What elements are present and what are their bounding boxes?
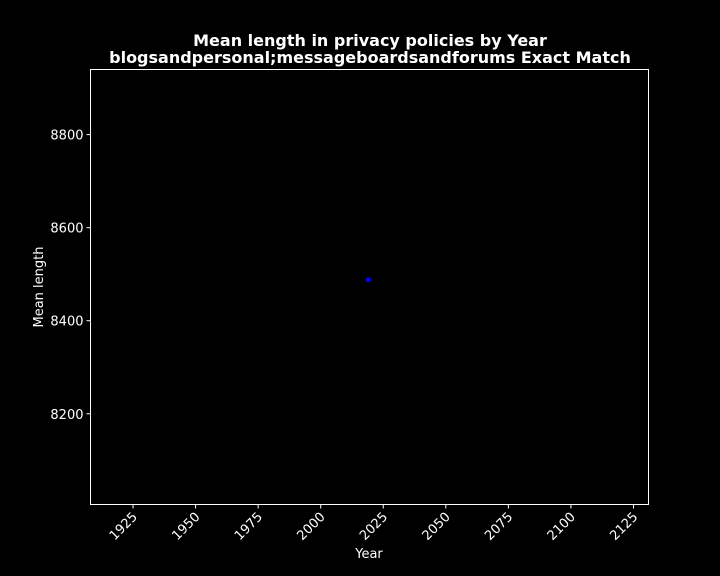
data-point [365, 277, 371, 283]
x-tick-label: 2125 [607, 510, 641, 544]
y-tick-label: 8200 [50, 408, 83, 423]
x-tick-label: 2025 [357, 510, 391, 544]
x-tick-label: 1950 [169, 510, 203, 544]
x-tick-label: 2000 [295, 510, 329, 544]
plot-area [90, 69, 649, 505]
chart-title-line-1: Mean length in privacy policies by Year [193, 31, 547, 50]
y-axis: 8200 8400 8600 8800 [50, 129, 91, 423]
x-axis: 1925 1950 1975 2000 2025 2050 2075 2100 2125 [107, 504, 641, 544]
y-tick-label: 8800 [50, 129, 83, 144]
x-tick-label: 2075 [482, 510, 516, 544]
x-tick-label: 1975 [232, 510, 266, 544]
x-tick-label: 2100 [545, 510, 579, 544]
x-tick-label: 1925 [107, 510, 141, 544]
chart-title-line-2: blogsandpersonal;messageboardsandforums … [109, 48, 631, 67]
data-points [365, 277, 371, 283]
y-tick-label: 8600 [50, 222, 83, 237]
x-tick-label: 2050 [420, 510, 454, 544]
y-axis-label: Mean length [32, 247, 47, 328]
y-tick-label: 8400 [50, 315, 83, 330]
x-axis-label: Year [354, 547, 383, 562]
